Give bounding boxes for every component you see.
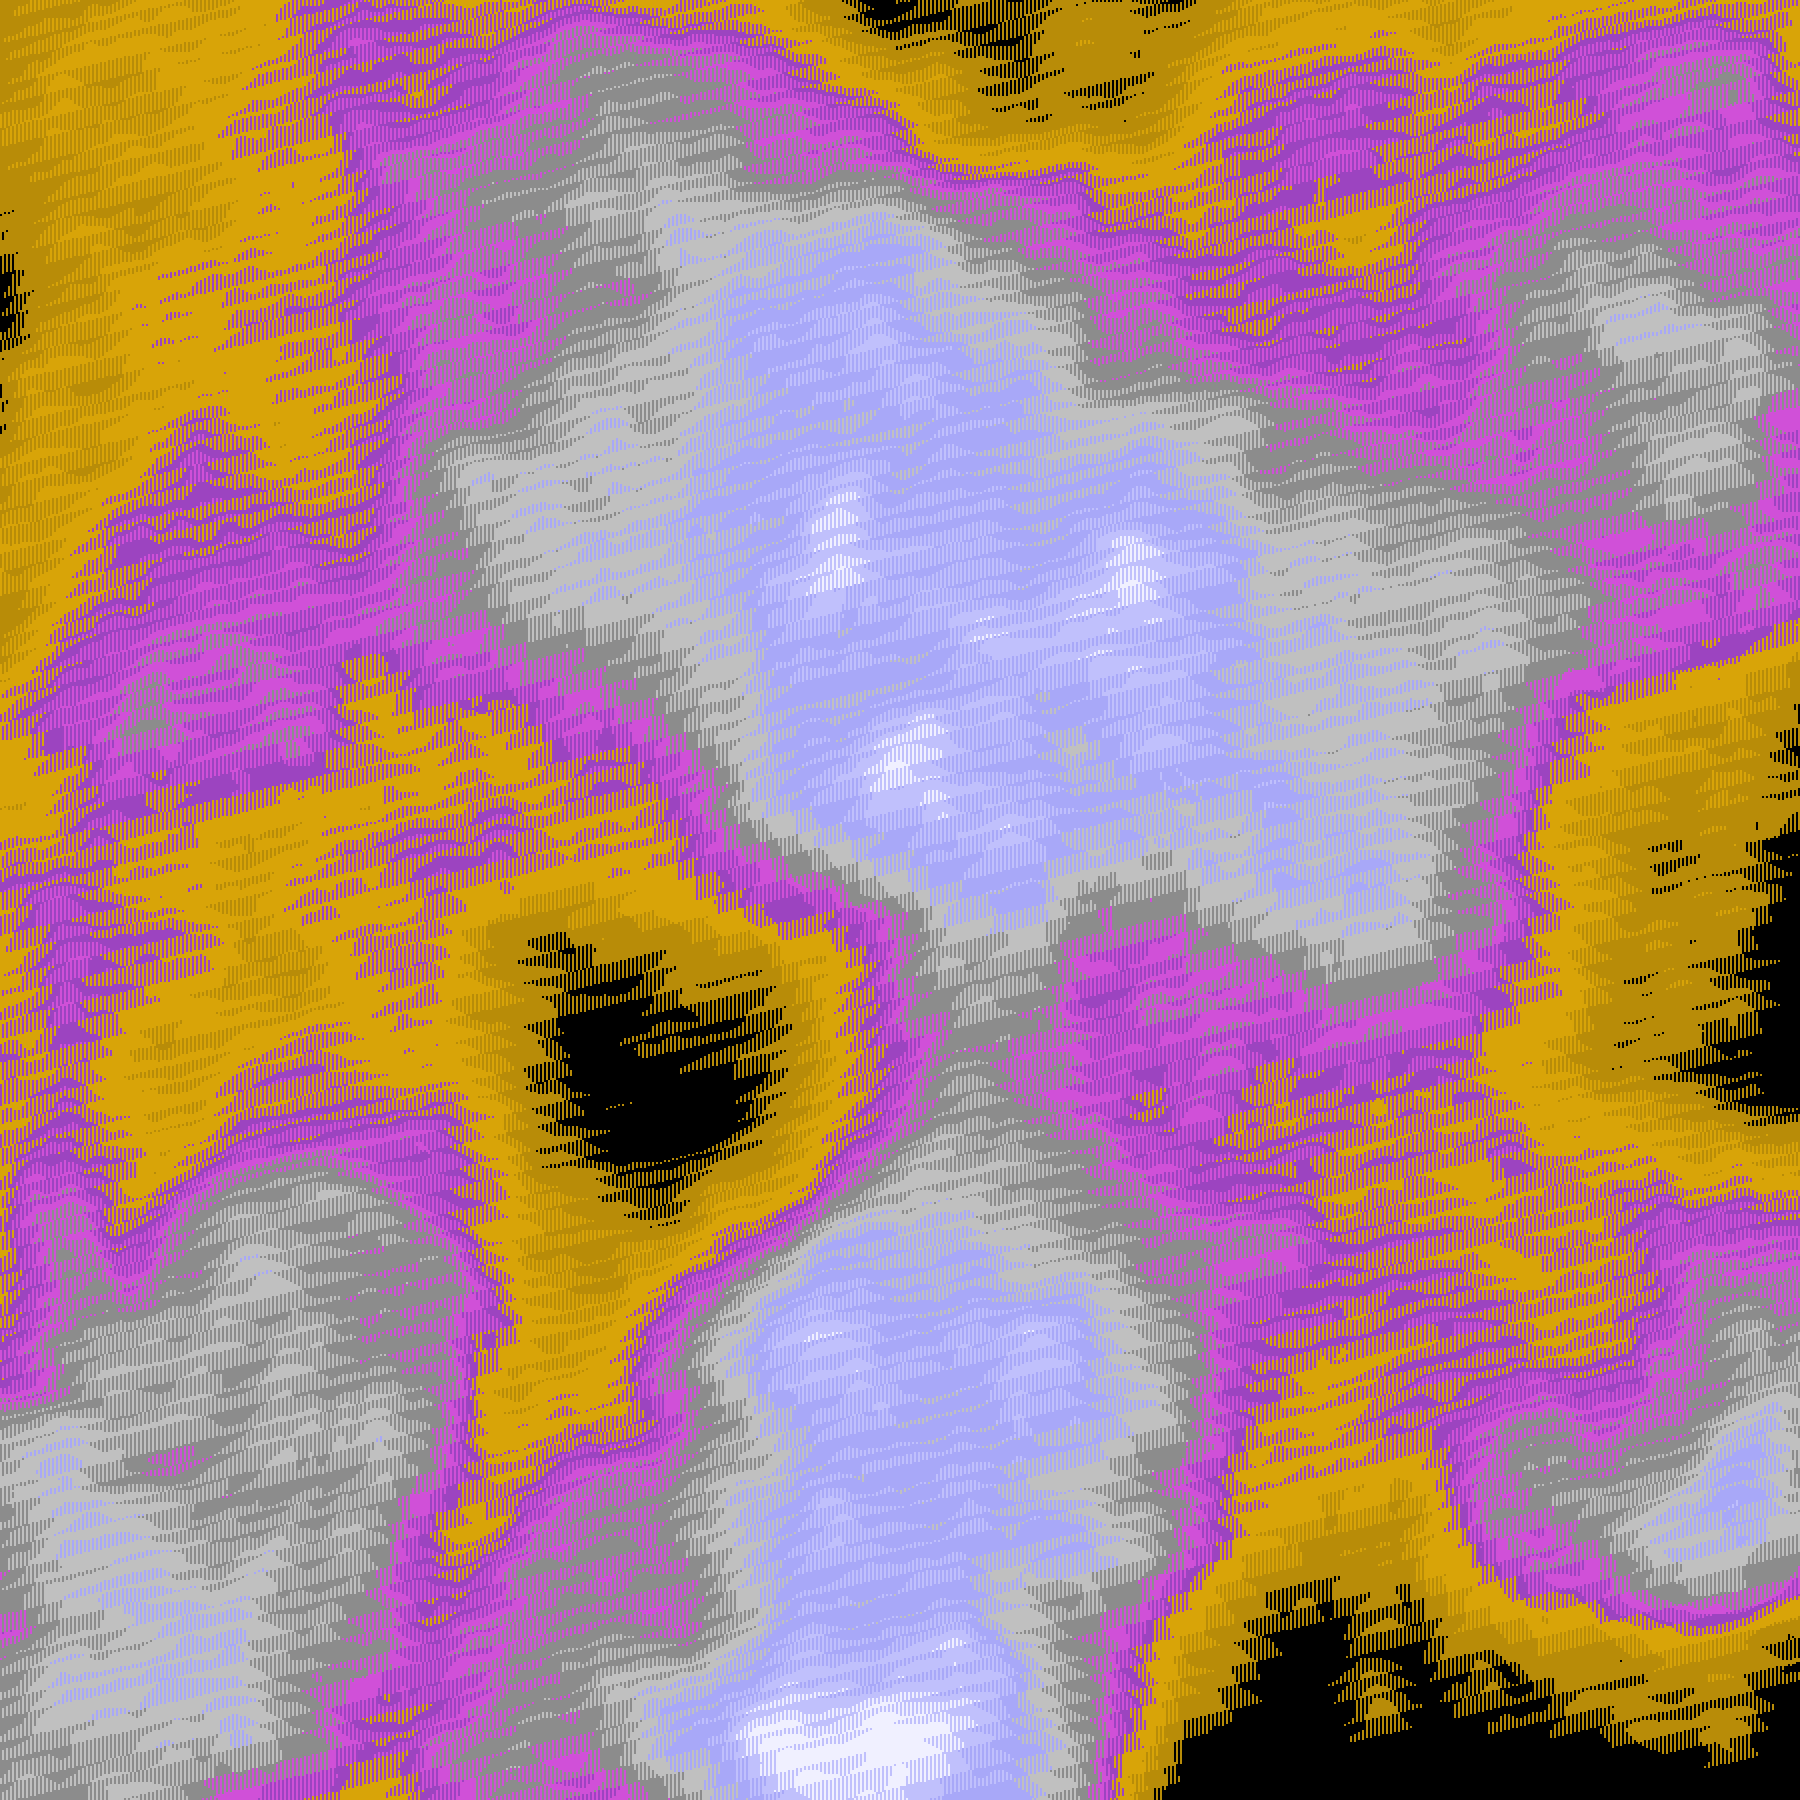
false-color-satellite-canvas — [0, 0, 1800, 1800]
satellite-image-viewport — [0, 0, 1800, 1800]
